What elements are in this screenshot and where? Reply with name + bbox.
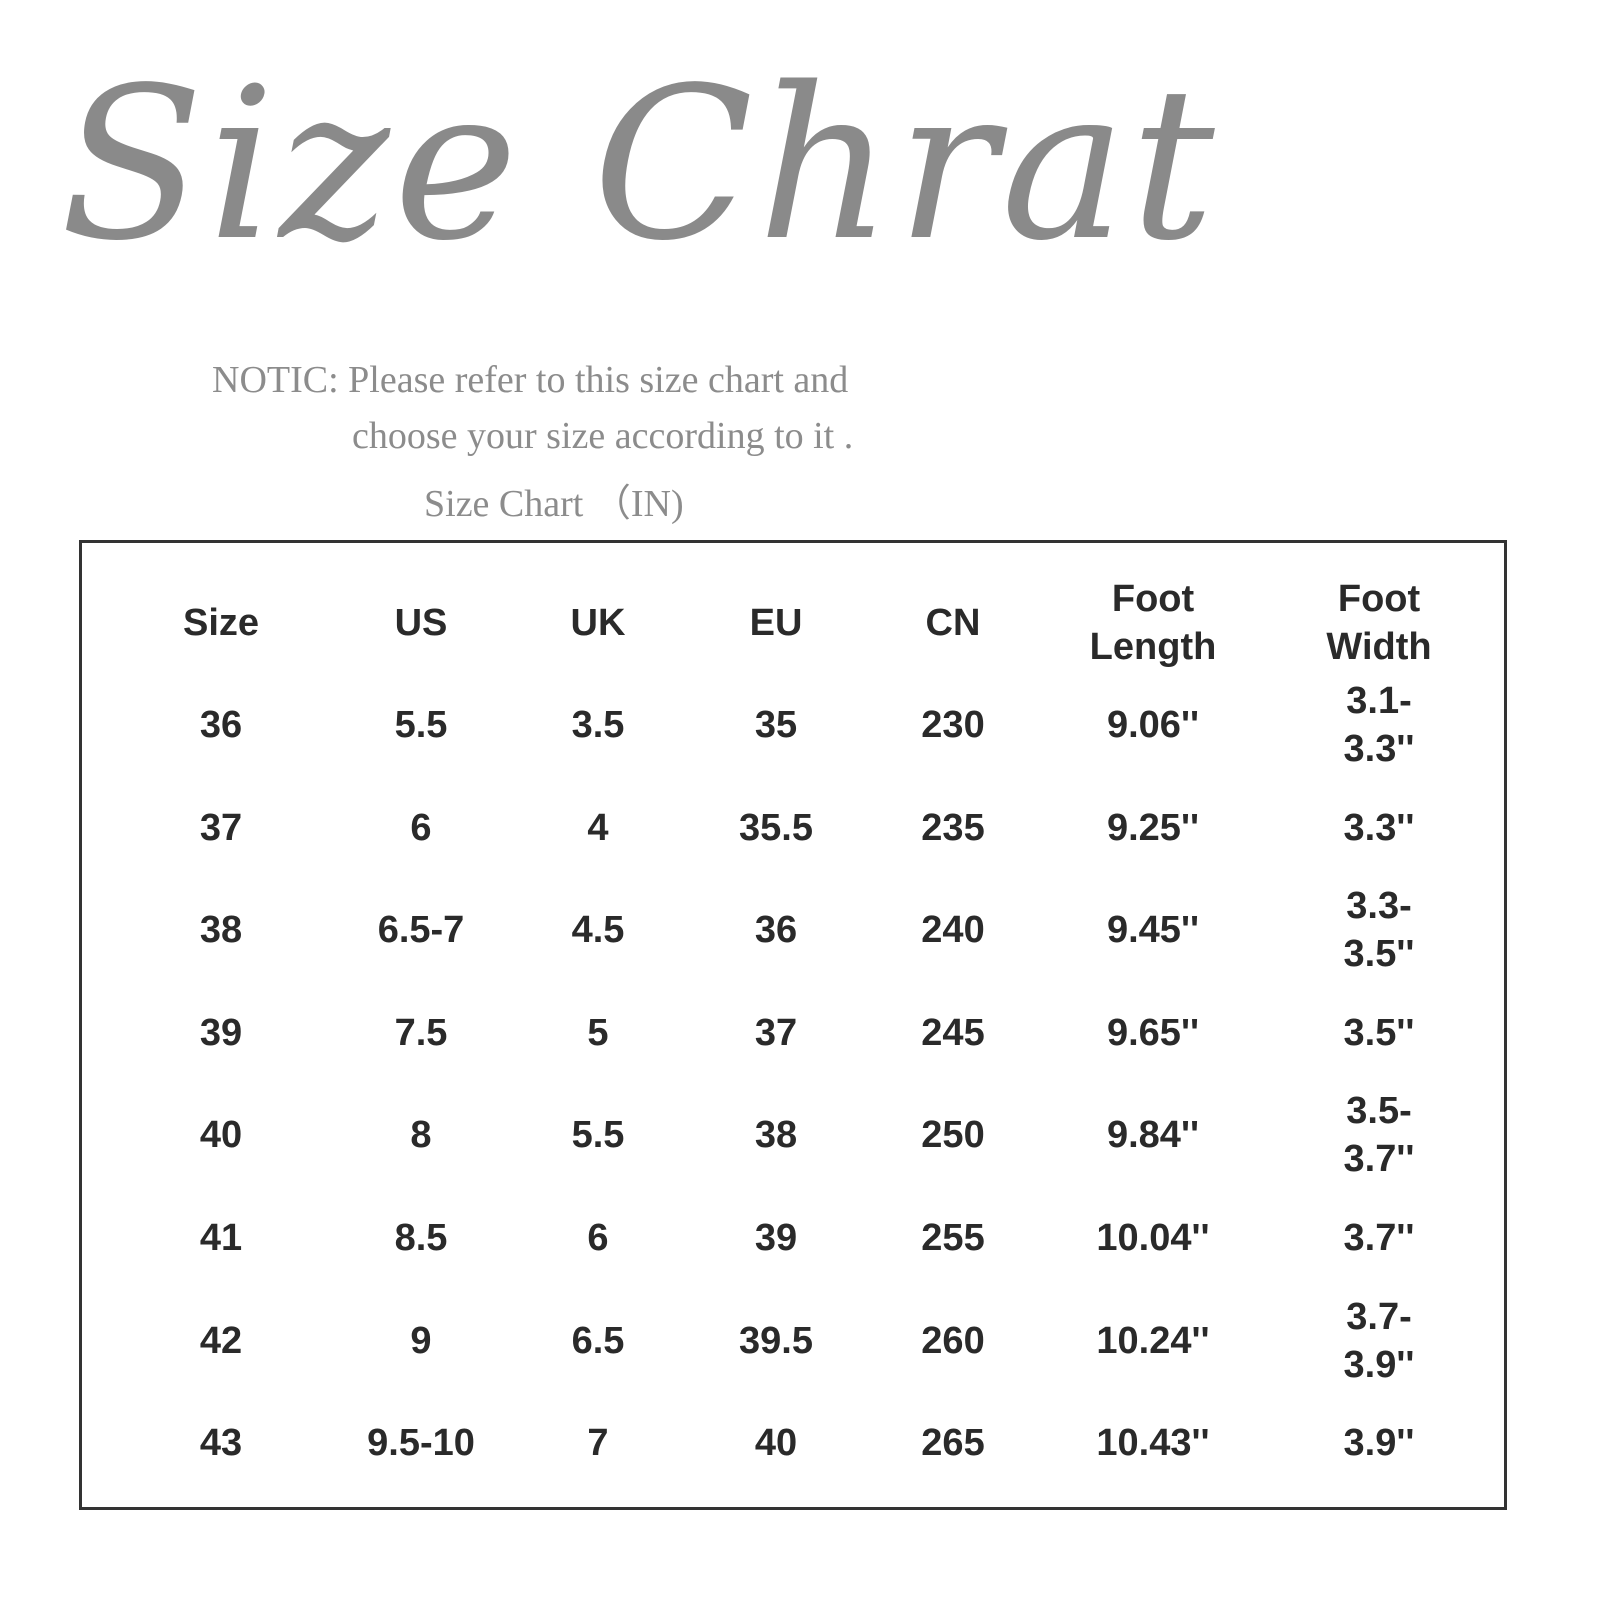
table-cell: 9.06'' <box>1106 704 1200 746</box>
table-cell: 10.43'' <box>1096 1422 1210 1465</box>
table-cell: 37 <box>199 806 243 849</box>
table-cell: 9.5-10 <box>367 1422 475 1465</box>
table-cell: 10.24'' <box>1096 1319 1210 1362</box>
notice-line-2: choose your size according to it . <box>352 415 854 457</box>
table-cell: 6.5-7 <box>377 909 465 952</box>
table-cell: 35.5 <box>739 806 813 849</box>
table-cell: 3.3'' <box>1343 806 1415 849</box>
table-cell: 235 <box>921 806 985 849</box>
size-table: Size US UK EU CN Foot Length Foot Width 36 5.5 3.… <box>79 540 1507 1510</box>
table-cell: 42 <box>199 1319 243 1362</box>
column-header: EU <box>749 602 803 644</box>
table-cell: 38 <box>754 1114 798 1157</box>
table-cell: 38 <box>199 909 243 952</box>
table-cell: 40 <box>754 1422 798 1465</box>
table-cell: 36 <box>754 909 798 952</box>
table-cell: 6.5 <box>571 1319 625 1362</box>
table-cell: 9.65'' <box>1106 1011 1200 1054</box>
table-cell: 5.5 <box>571 1114 625 1157</box>
table-cell: 37 <box>754 1011 798 1054</box>
table-cell: 7 <box>587 1422 609 1465</box>
table-cell: 3.5 <box>571 704 625 746</box>
table-cell: 39 <box>199 1011 243 1054</box>
table-cell: 255 <box>921 1217 985 1259</box>
table-cell: 36 <box>199 704 243 746</box>
column-header: Foot Width <box>1326 578 1432 668</box>
table-cell: 7.5 <box>394 1011 448 1054</box>
table-cell: 3.1-3.3'' <box>1343 680 1415 770</box>
table-cell: 250 <box>921 1114 985 1157</box>
table-cell: 39.5 <box>739 1319 813 1362</box>
table-cell: 9.45'' <box>1106 909 1200 952</box>
table-cell: 8 <box>410 1114 432 1157</box>
column-header: UK <box>570 602 626 644</box>
table-cell: 35 <box>754 704 798 746</box>
size-chart-title: Size Chrat <box>60 42 1219 287</box>
table-cell: 3.5'' <box>1343 1011 1415 1054</box>
table-cell: 9 <box>410 1319 432 1362</box>
table-cell: 10.04'' <box>1096 1217 1210 1259</box>
table-cell: 8.5 <box>394 1217 448 1259</box>
column-header: US <box>394 602 448 644</box>
table-cell: 9.25'' <box>1106 806 1200 849</box>
table-cell: 265 <box>921 1422 985 1465</box>
table-cell: 41 <box>199 1217 243 1259</box>
notice-line-1: NOTIC: Please refer to this size chart a… <box>212 359 849 401</box>
table-cell: 40 <box>199 1114 243 1157</box>
column-header: Foot Length <box>1089 578 1217 668</box>
table-cell: 6 <box>410 806 432 849</box>
table-cell: 3.3-3.5'' <box>1343 885 1415 976</box>
table-cell: 6 <box>587 1217 609 1259</box>
table-cell: 240 <box>921 909 985 952</box>
table-cell: 39 <box>754 1217 798 1259</box>
table-cell: 9.84'' <box>1106 1114 1200 1157</box>
table-cell: 3.7-3.9'' <box>1343 1295 1415 1386</box>
table-cell: 3.9'' <box>1343 1422 1415 1465</box>
column-header: Size <box>182 602 260 644</box>
table-cell: 260 <box>921 1319 985 1362</box>
table-cell: 245 <box>921 1011 985 1054</box>
table-cell: 4 <box>587 806 609 849</box>
table-cell: 5 <box>587 1011 609 1054</box>
table-cell: 43 <box>199 1422 243 1465</box>
table-cell: 3.5-3.7'' <box>1343 1090 1415 1181</box>
column-header: CN <box>925 602 981 644</box>
table-cell: 230 <box>921 704 985 746</box>
notice-line-3: Size Chart （IN) <box>424 483 684 525</box>
table-cell: 4.5 <box>571 909 625 952</box>
table-cell: 3.7'' <box>1343 1217 1415 1259</box>
table-cell: 5.5 <box>394 704 448 746</box>
